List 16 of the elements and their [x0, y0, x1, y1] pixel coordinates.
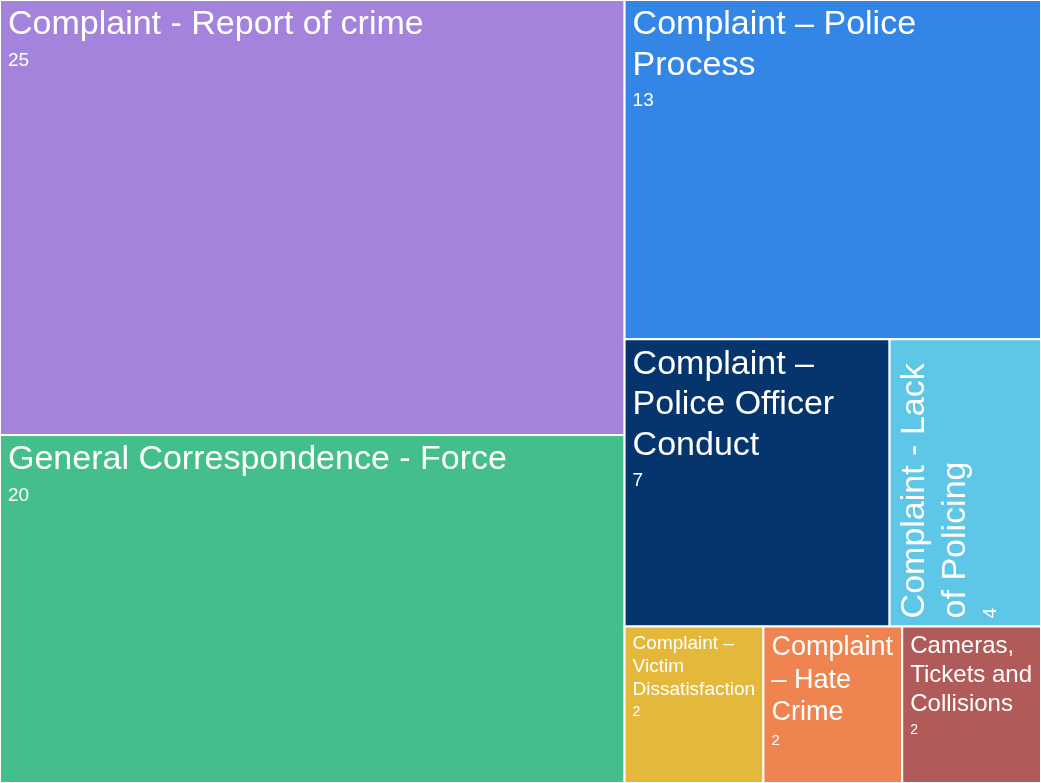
data-label: 2	[632, 702, 641, 719]
category-label: Complaint - Lack of Policing	[892, 362, 972, 619]
data-label: 2	[771, 731, 780, 749]
category-label: Complaint – Hate Crime	[771, 631, 894, 727]
data-label: 2	[910, 720, 919, 737]
data-label: 25	[8, 48, 30, 70]
category-label: General Correspondence - Force	[8, 438, 507, 477]
category-label: Complaint - Report of crime	[8, 3, 424, 42]
category-label: Complaint – Victim Dissatisfaction	[632, 632, 756, 699]
data-label: 4	[978, 607, 1000, 619]
category-label: Complaint – Police Process	[632, 3, 917, 83]
data-label: 7	[632, 469, 644, 491]
data-label: 20	[8, 483, 30, 505]
category-label: Complaint – Police Officer Conduct	[632, 342, 835, 463]
data-label: 13	[632, 89, 654, 111]
category-label: Cameras, Tickets and Collisions	[910, 631, 1033, 716]
